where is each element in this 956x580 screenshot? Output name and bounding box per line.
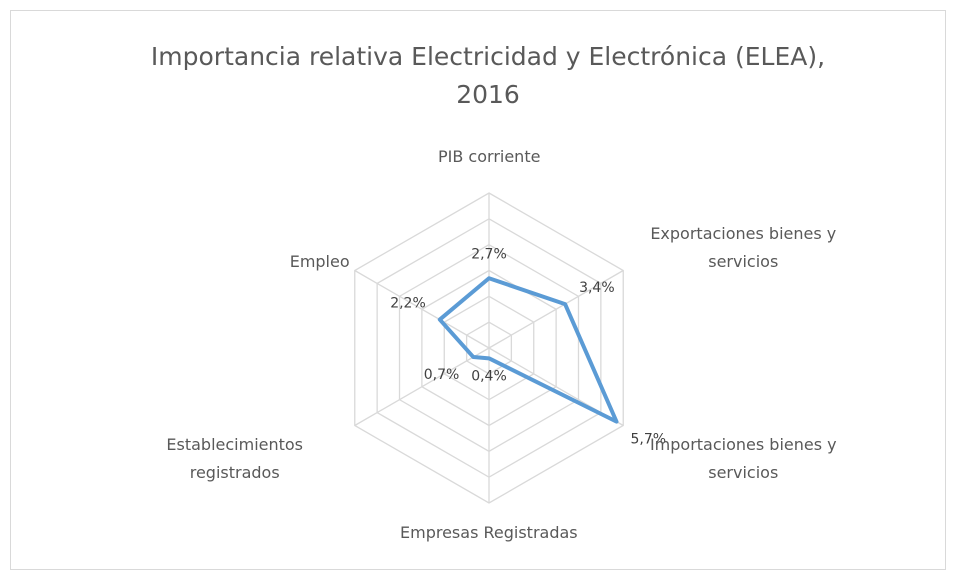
category-label: Empleo <box>289 251 350 271</box>
spoke <box>354 347 490 427</box>
category-label: PIB corriente <box>438 147 541 166</box>
data-label: 2,2% <box>390 296 426 312</box>
data-label: 3,4% <box>579 280 615 296</box>
series-line <box>437 276 619 424</box>
chart-title: Importancia relativa Electricidad y Elec… <box>150 42 826 109</box>
chart-frame <box>10 10 946 570</box>
category-label: Empresas Registradas <box>400 523 578 542</box>
category-label: Importaciones bienes y servicios <box>649 434 837 482</box>
data-label: 0,7% <box>424 367 460 383</box>
data-label: 5,7% <box>631 432 667 448</box>
data-label: 0,4% <box>471 368 507 384</box>
category-label: Establecimientos registrados <box>166 434 304 482</box>
data-label: 2,7% <box>471 246 507 262</box>
spoke <box>354 269 490 349</box>
spoke <box>488 269 624 349</box>
category-label: Exportaciones bienes y servicios <box>650 223 837 271</box>
